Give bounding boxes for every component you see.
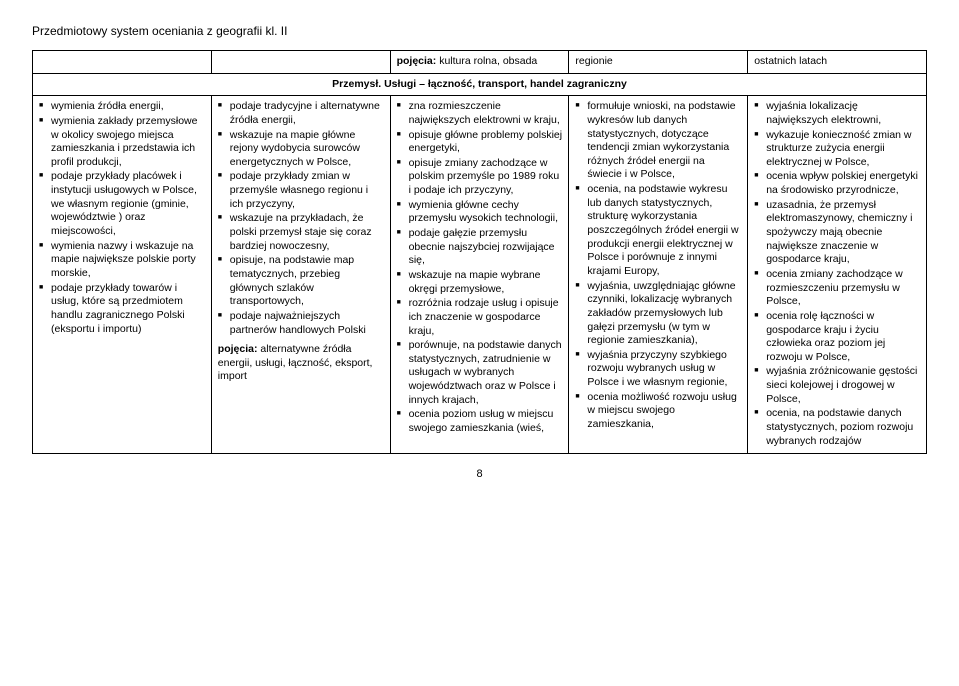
column-1: wymienia źródła energii,wymienia zakłady… (33, 96, 212, 454)
col5-list: wyjaśnia lokalizację największych elektr… (754, 100, 920, 448)
col4-list: formułuje wnioski, na podstawie wykresów… (575, 100, 741, 431)
cell-c2 (211, 51, 390, 74)
list-item: wskazuje na mapie główne rejony wydobyci… (218, 129, 384, 170)
list-item: ocenia zmiany zachodzące w rozmieszczeni… (754, 268, 920, 309)
cell-c4: regionie (569, 51, 748, 74)
list-item: opisuje, na podstawie map tematycznych, … (218, 254, 384, 309)
cell-c1 (33, 51, 212, 74)
col1-list: wymienia źródła energii,wymienia zakłady… (39, 100, 205, 336)
list-item: podaje przykłady towarów i usług, które … (39, 282, 205, 337)
list-item: ocenia rolę łączności w gospodarce kraju… (754, 310, 920, 365)
concepts-label: pojęcia: (397, 55, 437, 67)
cell-c3: pojęcia: kultura rolna, obsada (390, 51, 569, 74)
col2-concepts: pojęcia: alternatywne źródła energii, us… (218, 343, 384, 384)
list-item: wykazuje konieczność zmian w strukturze … (754, 129, 920, 170)
page-header: Przedmiotowy system oceniania z geografi… (32, 24, 927, 38)
column-2: podaje tradycyjne i alternatywne źródła … (211, 96, 390, 454)
list-item: podaje najważniejszych partnerów handlow… (218, 310, 384, 337)
rubric-table: pojęcia: kultura rolna, obsada regionie … (32, 50, 927, 454)
list-item: wyjaśnia, uwzględniając główne czynniki,… (575, 280, 741, 348)
list-item: uzasadnia, że przemysł elektromaszynowy,… (754, 199, 920, 267)
concepts-text: kultura rolna, obsada (436, 55, 537, 67)
cell-c5: ostatnich latach (748, 51, 927, 74)
list-item: porównuje, na podstawie danych statystyc… (397, 339, 563, 407)
list-item: podaje przykłady placówek i instytucji u… (39, 170, 205, 238)
list-item: podaje gałęzie przemysłu obecnie najszyb… (397, 227, 563, 268)
section-title-row: Przemysł. Usługi – łączność, transport, … (33, 73, 927, 96)
list-item: opisuje główne problemy polskiej energet… (397, 129, 563, 156)
list-item: podaje przykłady zmian w przemyśle własn… (218, 170, 384, 211)
list-item: wskazuje na przykładach, że polski przem… (218, 212, 384, 253)
list-item: wyjaśnia lokalizację największych elektr… (754, 100, 920, 127)
list-item: wymienia nazwy i wskazuje na mapie najwi… (39, 240, 205, 281)
list-item: zna rozmieszczenie największych elektrow… (397, 100, 563, 127)
column-3: zna rozmieszczenie największych elektrow… (390, 96, 569, 454)
col2-list: podaje tradycyjne i alternatywne źródła … (218, 100, 384, 337)
list-item: ocenia, na podstawie danych statystyczny… (754, 407, 920, 448)
top-continuation-row: pojęcia: kultura rolna, obsada regionie … (33, 51, 927, 74)
list-item: rozróżnia rodzaje usług i opisuje ich zn… (397, 297, 563, 338)
list-item: ocenia, na podstawie wykresu lub danych … (575, 183, 741, 278)
list-item: opisuje zmiany zachodzące w polskim prze… (397, 157, 563, 198)
content-row: wymienia źródła energii,wymienia zakłady… (33, 96, 927, 454)
list-item: podaje tradycyjne i alternatywne źródła … (218, 100, 384, 127)
list-item: ocenia możliwość rozwoju usług w miejscu… (575, 391, 741, 432)
list-item: ocenia poziom usług w miejscu swojego za… (397, 408, 563, 435)
list-item: wyjaśnia przyczyny szybkiego rozwoju wyb… (575, 349, 741, 390)
list-item: wymienia główne cechy przemysłu wysokich… (397, 199, 563, 226)
concepts-label: pojęcia: (218, 343, 258, 355)
section-title: Przemysł. Usługi – łączność, transport, … (33, 73, 927, 96)
list-item: wyjaśnia zróżnicowanie gęstości sieci ko… (754, 365, 920, 406)
list-item: wymienia zakłady przemysłowe w okolicy s… (39, 115, 205, 170)
list-item: ocenia wpływ polskiej energetyki na środ… (754, 170, 920, 197)
column-5: wyjaśnia lokalizację największych elektr… (748, 96, 927, 454)
list-item: formułuje wnioski, na podstawie wykresów… (575, 100, 741, 182)
page-number: 8 (32, 468, 927, 480)
list-item: wskazuje na mapie wybrane okręgi przemys… (397, 269, 563, 296)
col3-list: zna rozmieszczenie największych elektrow… (397, 100, 563, 435)
list-item: wymienia źródła energii, (39, 100, 205, 114)
column-4: formułuje wnioski, na podstawie wykresów… (569, 96, 748, 454)
